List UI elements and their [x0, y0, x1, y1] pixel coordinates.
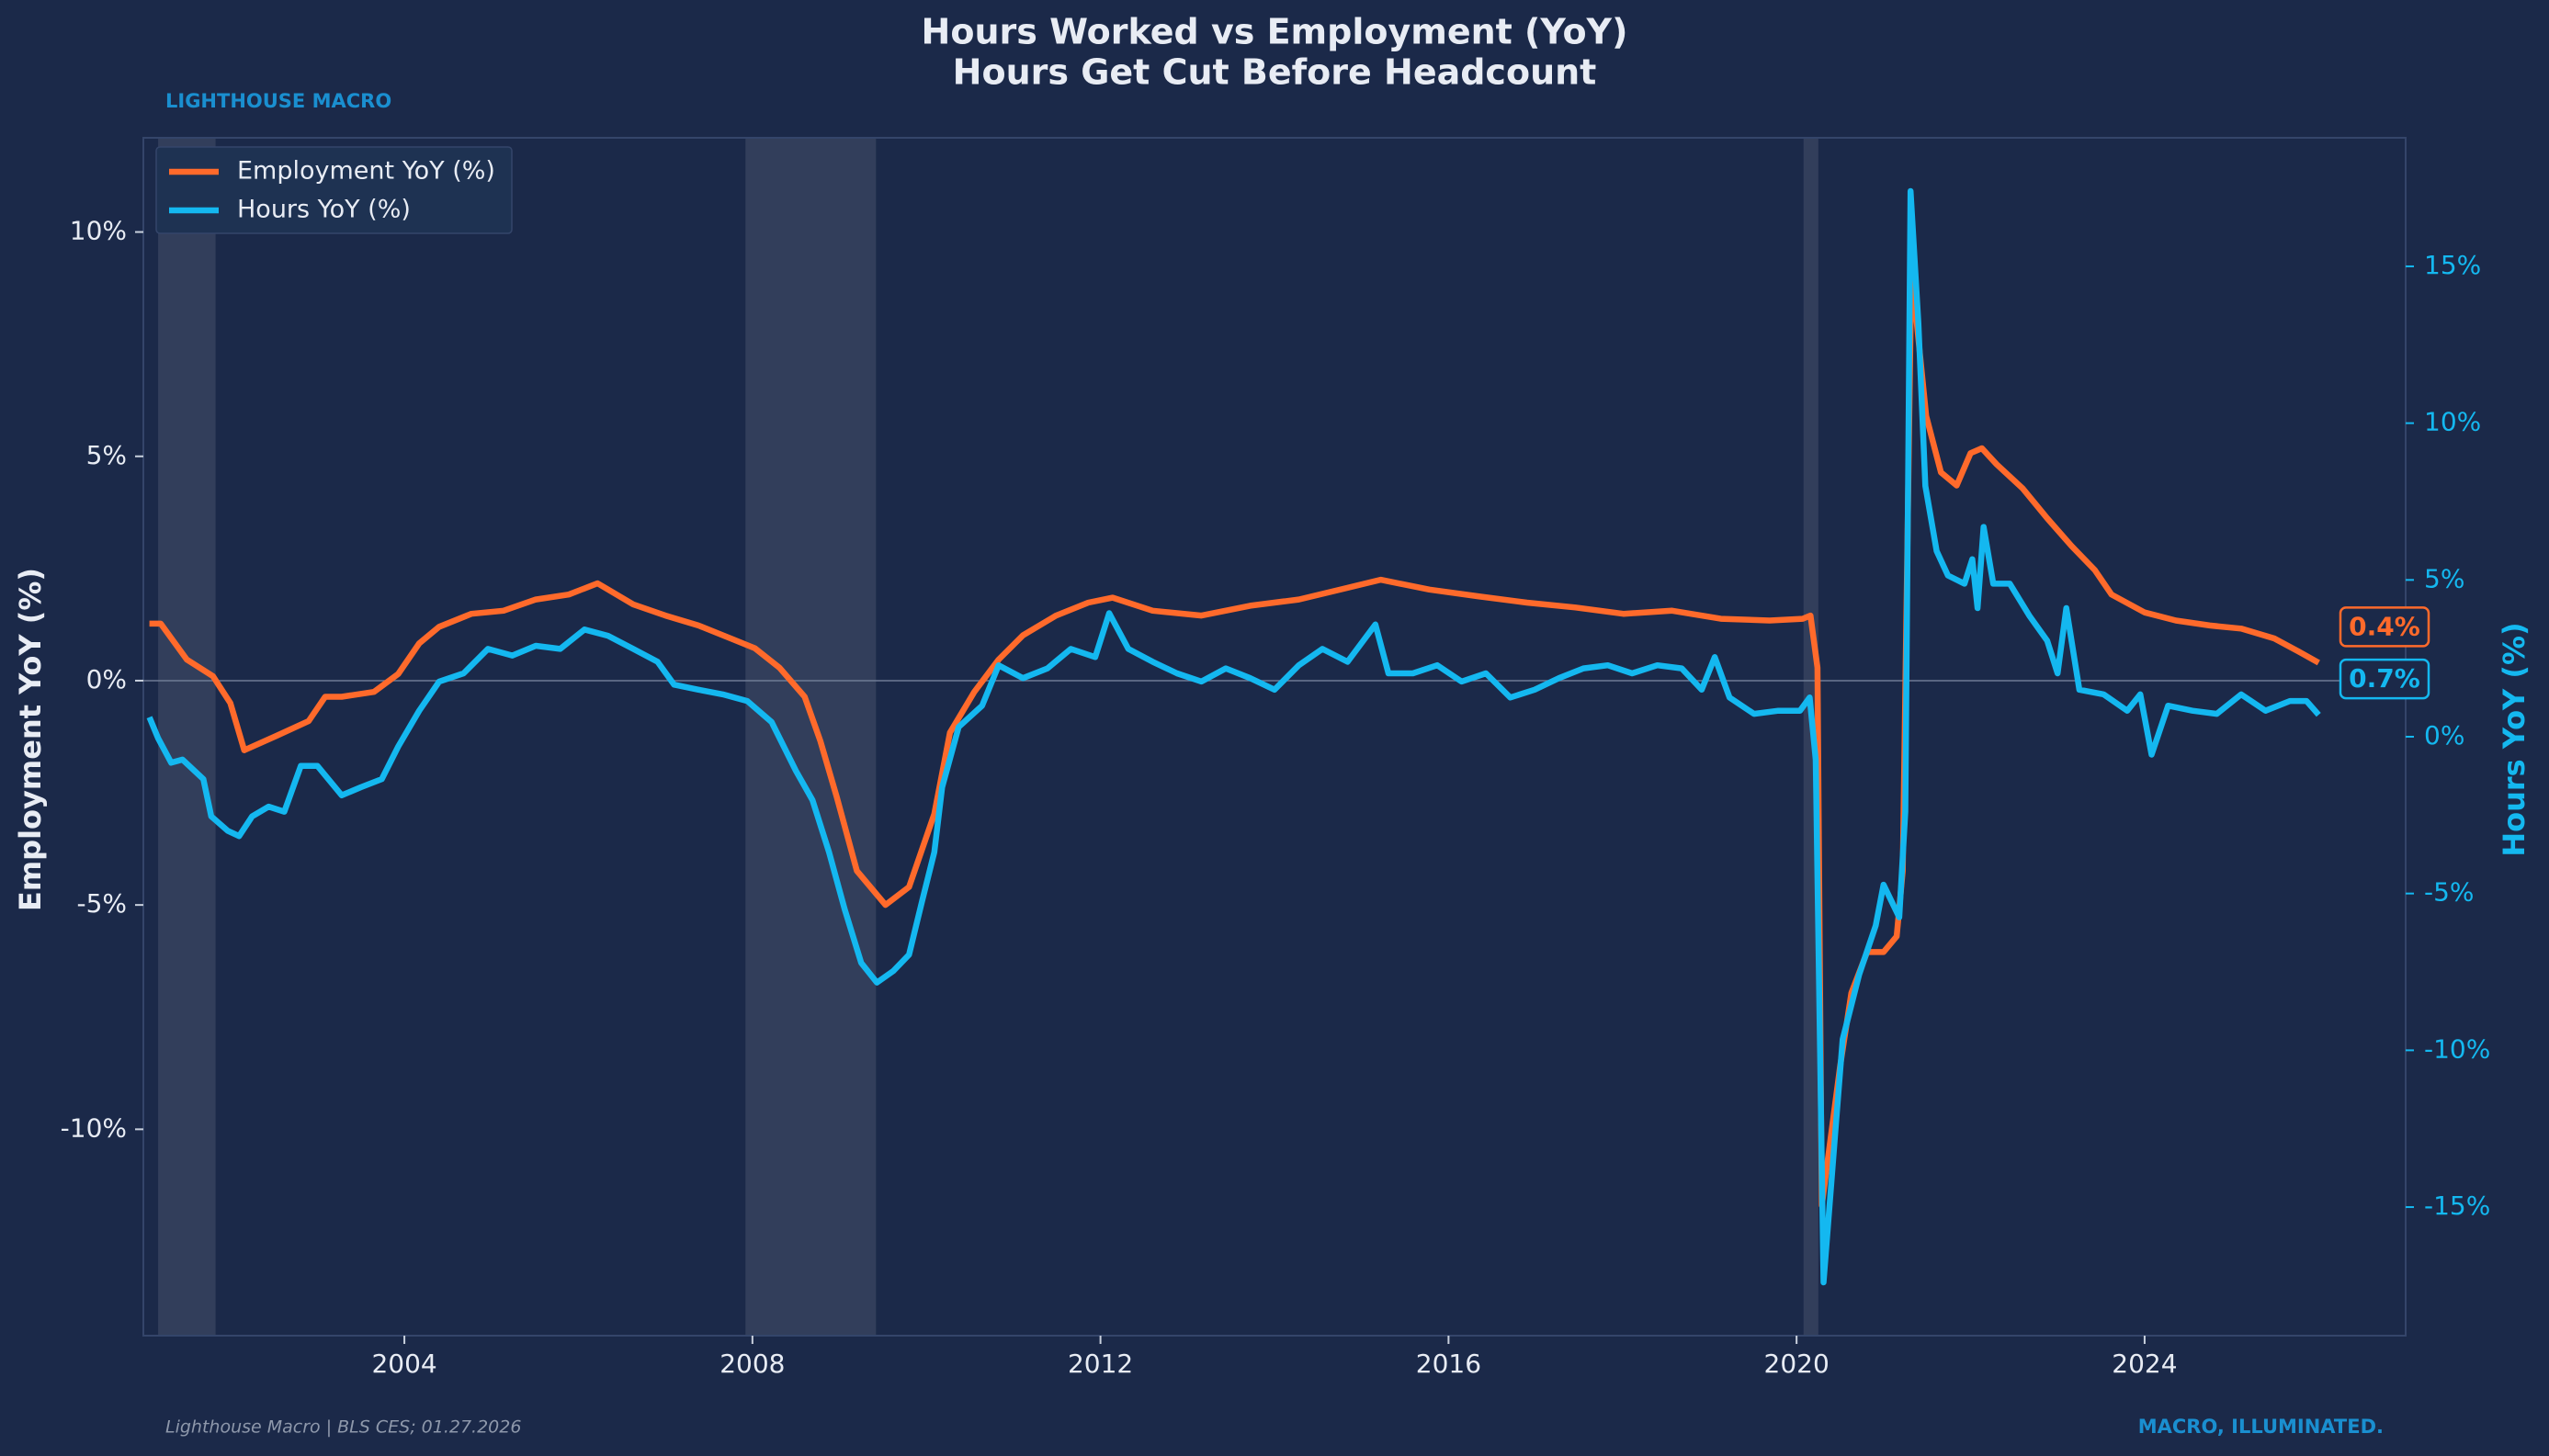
- end-label: 0.4%: [2349, 611, 2420, 641]
- y-tick-label: 5%: [86, 440, 127, 470]
- chart-title: Hours Worked vs Employment (YoY): [922, 12, 1628, 52]
- end-label: 0.7%: [2349, 663, 2420, 694]
- y2-tick-label: 10%: [2424, 407, 2481, 437]
- source: Lighthouse Macro | BLS CES; 01.27.2026: [165, 1417, 521, 1438]
- y-tick-label: 0%: [86, 664, 127, 694]
- x-tick-label: 2004: [371, 1349, 436, 1379]
- y-tick-label: -5%: [76, 888, 127, 919]
- x-tick-label: 2008: [719, 1349, 785, 1379]
- data-line: [149, 265, 2320, 1209]
- x-tick-label: 2024: [2112, 1349, 2177, 1379]
- y2-tick-label: -5%: [2424, 877, 2475, 908]
- x-tick-label: 2012: [1068, 1349, 1133, 1379]
- y2-tick-label: 15%: [2424, 250, 2481, 280]
- shaded-period: [158, 138, 216, 1336]
- data-line: [146, 187, 2321, 1286]
- x-tick-label: 2016: [1416, 1349, 1481, 1379]
- end-label-box: [2339, 606, 2430, 648]
- x-tick-label: 2020: [1764, 1349, 1830, 1379]
- chart-subtitle: Hours Get Cut Before Headcount: [953, 52, 1597, 93]
- end-label-box: [2339, 658, 2430, 700]
- y-tick-label: -10%: [61, 1112, 127, 1143]
- y2-axis-label: Hours YoY (%): [2497, 622, 2532, 856]
- y-axis-label: Employment YoY (%): [13, 568, 48, 911]
- legend-label: Employment YoY (%): [237, 157, 495, 186]
- y-tick-label: 10%: [70, 216, 127, 246]
- y2-tick-label: 0%: [2424, 720, 2464, 751]
- brand: LIGHTHOUSE MACRO: [165, 90, 391, 112]
- tagline: MACRO, ILLUMINATED.: [2138, 1416, 2384, 1438]
- legend-label: Hours YoY (%): [237, 196, 411, 224]
- legend-box: [155, 146, 513, 234]
- shaded-period: [745, 138, 877, 1336]
- y2-tick-label: -15%: [2424, 1191, 2490, 1221]
- y2-tick-label: -10%: [2424, 1033, 2490, 1064]
- y2-tick-label: 5%: [2424, 563, 2464, 593]
